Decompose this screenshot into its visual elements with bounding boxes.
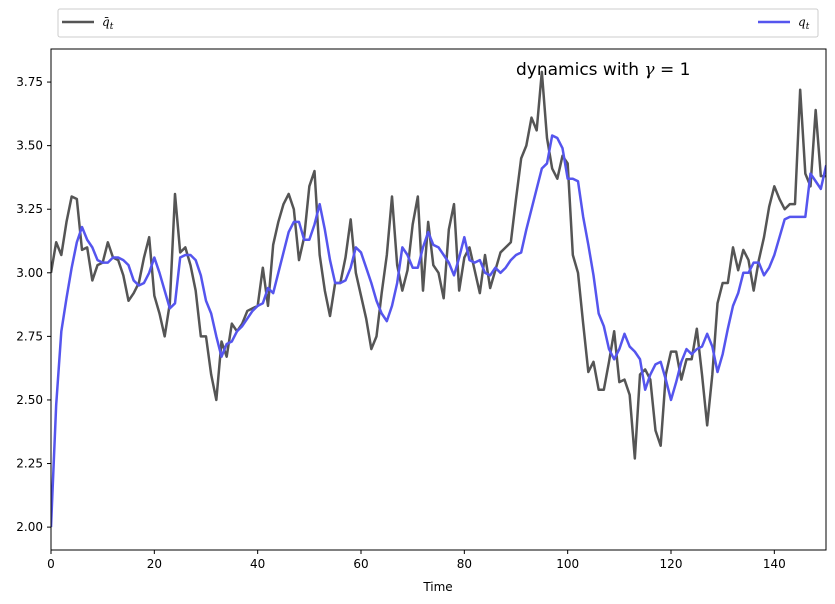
x-tick-label: 80 xyxy=(457,557,472,571)
legend-label-series-2: qt xyxy=(798,15,810,32)
legend-label-series-2-sub: t xyxy=(806,22,810,32)
legend-label-series-1-base: q̄ xyxy=(102,15,110,29)
x-tick-label: 20 xyxy=(147,557,162,571)
legend-label-series-1-sub: t xyxy=(110,22,114,32)
x-tick-label: 60 xyxy=(353,557,368,571)
series-line-2 xyxy=(51,134,826,528)
y-axis: 2.00 2.25 2.50 2.75 3.00 3.25 3.50 3.75 xyxy=(16,75,51,534)
series-line-1 xyxy=(51,70,826,460)
plot-frame xyxy=(50,48,827,551)
y-tick-label: 2.25 xyxy=(16,457,43,471)
plot-area xyxy=(50,48,827,551)
legend-label-series-2-base: q xyxy=(798,15,806,29)
y-tick-label: 2.50 xyxy=(16,393,43,407)
x-tick-label: 100 xyxy=(556,557,579,571)
y-tick-label: 3.00 xyxy=(16,266,43,280)
x-tick-label: 40 xyxy=(250,557,265,571)
y-tick-label: 2.00 xyxy=(16,520,43,534)
y-tick-label: 2.75 xyxy=(16,329,43,343)
legend-box xyxy=(57,8,819,38)
legend-label-series-1: q̄t xyxy=(102,15,114,32)
chart-annotation: dynamics with γ = 1 xyxy=(516,60,690,80)
annotation-math-symbol: γ xyxy=(644,60,655,80)
y-tick-label: 3.50 xyxy=(16,139,43,153)
x-axis-title: Time xyxy=(422,580,452,594)
x-tick-label: 120 xyxy=(660,557,683,571)
x-tick-label: 140 xyxy=(763,557,786,571)
x-tick-label: 0 xyxy=(47,557,55,571)
annotation-suffix: = 1 xyxy=(655,60,691,80)
y-tick-label: 3.25 xyxy=(16,202,43,216)
annotation-prefix: dynamics with xyxy=(516,60,644,80)
y-tick-label: 3.75 xyxy=(16,75,43,89)
x-axis: 0 20 40 60 80 100 120 140 xyxy=(47,550,786,571)
